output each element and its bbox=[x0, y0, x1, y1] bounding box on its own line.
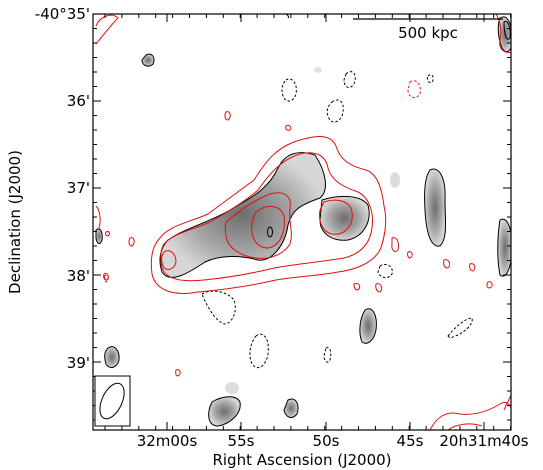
grayscale-emission bbox=[96, 16, 511, 426]
plot-area bbox=[93, 14, 511, 430]
x-tick-labels: 32m00s 55s 50s 45s 20h31m40s bbox=[137, 432, 529, 450]
y-tick-label: -40°35' bbox=[35, 5, 90, 23]
y-tick-labels: -40°35' 36' 37' 38' 39' bbox=[35, 5, 90, 372]
image-contours-dashed bbox=[201, 71, 473, 369]
scale-bar: 500 kpc bbox=[353, 18, 503, 42]
x-tick-label: 32m00s bbox=[137, 432, 198, 450]
radio-contours-dashed bbox=[103, 80, 421, 283]
x-axis-label: Right Ascension (J2000) bbox=[212, 451, 391, 469]
x-tick-label: 45s bbox=[397, 432, 424, 450]
map-content bbox=[95, 14, 511, 430]
x-tick-label: 55s bbox=[228, 432, 255, 450]
x-tick-label: 20h31m40s bbox=[439, 432, 528, 450]
plot-frame bbox=[92, 13, 512, 431]
y-tick-label: 37' bbox=[67, 179, 90, 197]
beam-indicator bbox=[94, 375, 131, 427]
axis-ticks bbox=[93, 13, 512, 430]
radio-contours bbox=[95, 14, 511, 430]
image-contours-solid bbox=[95, 14, 511, 427]
x-tick-label: 50s bbox=[313, 432, 340, 450]
y-axis-label: Declination (J2000) bbox=[6, 150, 24, 294]
scale-bar-label: 500 kpc bbox=[398, 24, 458, 42]
y-tick-label: 39' bbox=[67, 354, 90, 372]
y-tick-label: 38' bbox=[67, 267, 90, 285]
y-tick-label: 36' bbox=[67, 92, 90, 110]
